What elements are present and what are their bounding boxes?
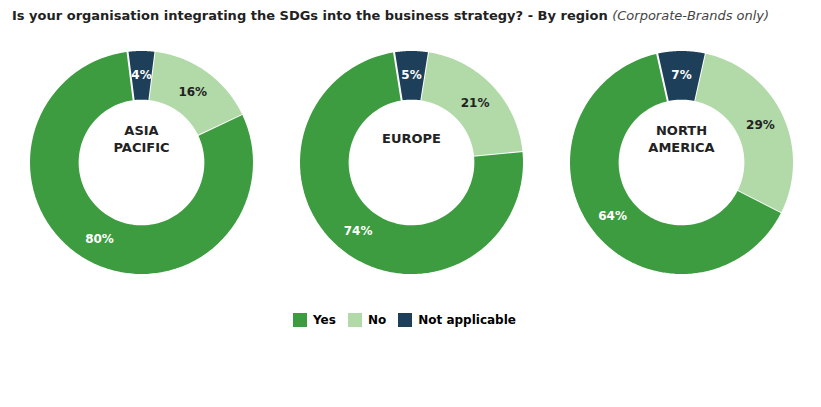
svg-text:80%: 80% <box>85 232 114 246</box>
svg-text:EUROPE: EUROPE <box>382 131 441 146</box>
html-text:Is your organisation integrati: Is your organisation integrating the SDG… <box>12 8 770 23</box>
svg-text:5%: 5% <box>401 68 421 82</box>
svg-text:64%: 64% <box>598 209 627 223</box>
html-text:Not applicable: Not applicable <box>418 312 516 327</box>
svg-text:21%: 21% <box>460 96 489 110</box>
svg-text:74%: 74% <box>343 224 372 238</box>
svg-text:NORTHAMERICA: NORTHAMERICA <box>648 123 714 155</box>
svg-text:7%: 7% <box>671 68 691 82</box>
svg-text:16%: 16% <box>178 85 207 99</box>
html-text:Yes: Yes <box>313 312 336 327</box>
svg-text:ASIAPACIFIC: ASIAPACIFIC <box>113 123 169 155</box>
svg-text:29%: 29% <box>746 118 775 132</box>
html-text:No: No <box>367 312 387 327</box>
svg-text:4%: 4% <box>131 68 151 82</box>
